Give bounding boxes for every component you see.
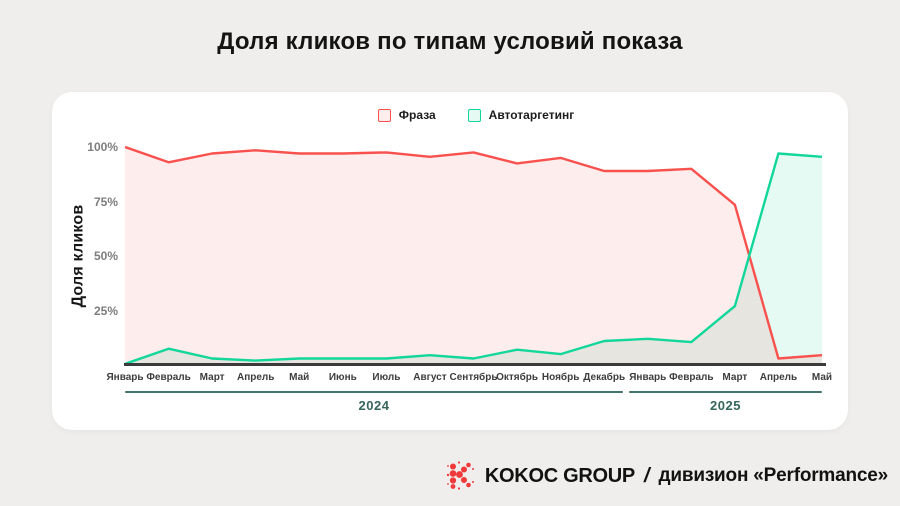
- logo-dot: [471, 468, 474, 470]
- x-tick-label: Июль: [372, 372, 401, 383]
- logo-dot: [457, 487, 461, 490]
- x-tick-label: Апрель: [236, 372, 275, 383]
- x-tick-label: Август: [413, 372, 447, 383]
- logo-dot: [446, 473, 450, 477]
- x-tick-label: Июнь: [328, 372, 357, 383]
- y-tick-label: 100%: [87, 140, 118, 154]
- logo-dot: [471, 481, 474, 483]
- logo-dot: [466, 482, 471, 488]
- logo-dot: [457, 461, 461, 464]
- logo-dot: [460, 477, 467, 483]
- logo-dot: [447, 465, 449, 467]
- page-title: Доля кликов по типам условий показа: [217, 28, 683, 55]
- x-tick-label: Февраль: [146, 372, 191, 383]
- logo-dot: [460, 466, 467, 473]
- logo-dot: [456, 471, 463, 478]
- year-group-label: 2024: [358, 398, 390, 413]
- legend-item: Автотаргетинг: [467, 108, 575, 122]
- footer-division-text: дивизион «Performance»: [658, 465, 889, 486]
- logo-dot: [447, 483, 449, 485]
- logo-dot: [449, 463, 456, 470]
- x-tick-label: Апрель: [759, 372, 798, 383]
- x-tick-label: Май: [289, 372, 310, 383]
- logo-dot: [449, 470, 457, 477]
- legend-label: Фраза: [398, 108, 436, 122]
- x-tick-label: Октябрь: [496, 372, 539, 383]
- footer-separator: /: [643, 464, 650, 487]
- year-group-line: [125, 391, 623, 393]
- kokoc-logo-icon: [446, 461, 474, 490]
- legend-swatch-icon: [377, 108, 391, 122]
- x-tick-label: Январь: [629, 372, 667, 383]
- y-tick-label: 50%: [93, 249, 118, 263]
- plot-svg: [124, 145, 826, 366]
- footer-brand-text: KOKOC GROUP: [484, 464, 635, 487]
- legend-swatch-icon: [467, 108, 481, 122]
- x-axis-line: [124, 363, 826, 366]
- y-tick-label: 25%: [93, 303, 118, 318]
- footer-brand-bar: KOKOC GROUP / дивизион «Performance»: [446, 458, 888, 494]
- year-group-line: [628, 391, 822, 393]
- x-tick-label: Декабрь: [583, 372, 626, 383]
- x-tick-label: Январь: [106, 372, 144, 383]
- x-tick-label: Март: [722, 372, 748, 383]
- series-area-phrase: [125, 147, 822, 365]
- x-tick-label: Сентябрь: [449, 372, 498, 383]
- x-tick-label: Март: [199, 372, 225, 383]
- legend-item: Фраза: [377, 108, 436, 122]
- chart-card: Фраза Автотаргетинг Доля кликов 100% 75% 50…: [52, 92, 848, 430]
- logo-dot: [466, 462, 471, 468]
- series-line-autotargeting: [124, 152, 823, 366]
- year-group-label: 2025: [710, 398, 741, 413]
- y-tick-label: 75%: [93, 194, 118, 209]
- logo-dot: [449, 477, 457, 484]
- series-line-phrase: [124, 145, 823, 360]
- chart-legend: Фраза Автотаргетинг: [125, 108, 827, 122]
- x-tick-label: Май: [811, 372, 833, 383]
- x-tick-label: Ноябрь: [541, 372, 580, 383]
- legend-label: Автотаргетинг: [488, 108, 575, 122]
- x-tick-label: Февраль: [669, 372, 714, 383]
- logo-dot: [450, 484, 456, 489]
